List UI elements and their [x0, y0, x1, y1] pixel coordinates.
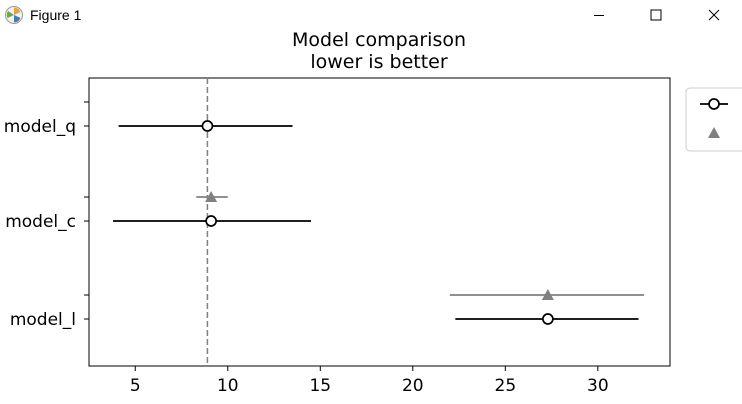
legend — [685, 87, 742, 152]
x-tick-label: 15 — [309, 376, 331, 396]
y-tick-label: model_l — [10, 310, 76, 330]
data-point-circle — [201, 120, 214, 132]
data-point-triangle — [205, 191, 218, 202]
x-tick-label: 20 — [402, 376, 424, 396]
maximize-button[interactable] — [627, 0, 685, 30]
plot-frame — [88, 77, 671, 367]
x-tick-label: 10 — [217, 376, 239, 396]
close-icon — [708, 9, 720, 21]
data-point-triangle — [541, 289, 554, 300]
figure-canvas: Model comparison lower is better 5 10 15 20… — [0, 30, 742, 404]
data-point-circle — [205, 215, 217, 227]
legend-marker-triangle — [708, 127, 720, 138]
legend-box — [685, 87, 742, 152]
window-title: Figure 1 — [30, 7, 82, 23]
chart: Model comparison lower is better 5 10 15 20… — [4, 30, 742, 396]
legend-marker-circle — [708, 98, 720, 110]
minimize-icon — [594, 15, 604, 16]
x-tick-label: 25 — [495, 376, 517, 396]
window-titlebar: Figure 1 — [0, 0, 742, 30]
data-point-circle — [542, 313, 554, 325]
minimize-button[interactable] — [570, 0, 628, 30]
maximize-icon — [650, 9, 662, 21]
app-icon — [4, 5, 24, 25]
y-tick-label: model_q — [4, 117, 76, 137]
close-button[interactable] — [685, 0, 742, 30]
y-tick-label: model_c — [5, 212, 76, 232]
x-tick-label: 5 — [130, 376, 141, 396]
x-tick-label: 30 — [587, 376, 609, 396]
chart-subtitle: lower is better — [310, 51, 448, 73]
chart-title: Model comparison — [292, 30, 466, 51]
